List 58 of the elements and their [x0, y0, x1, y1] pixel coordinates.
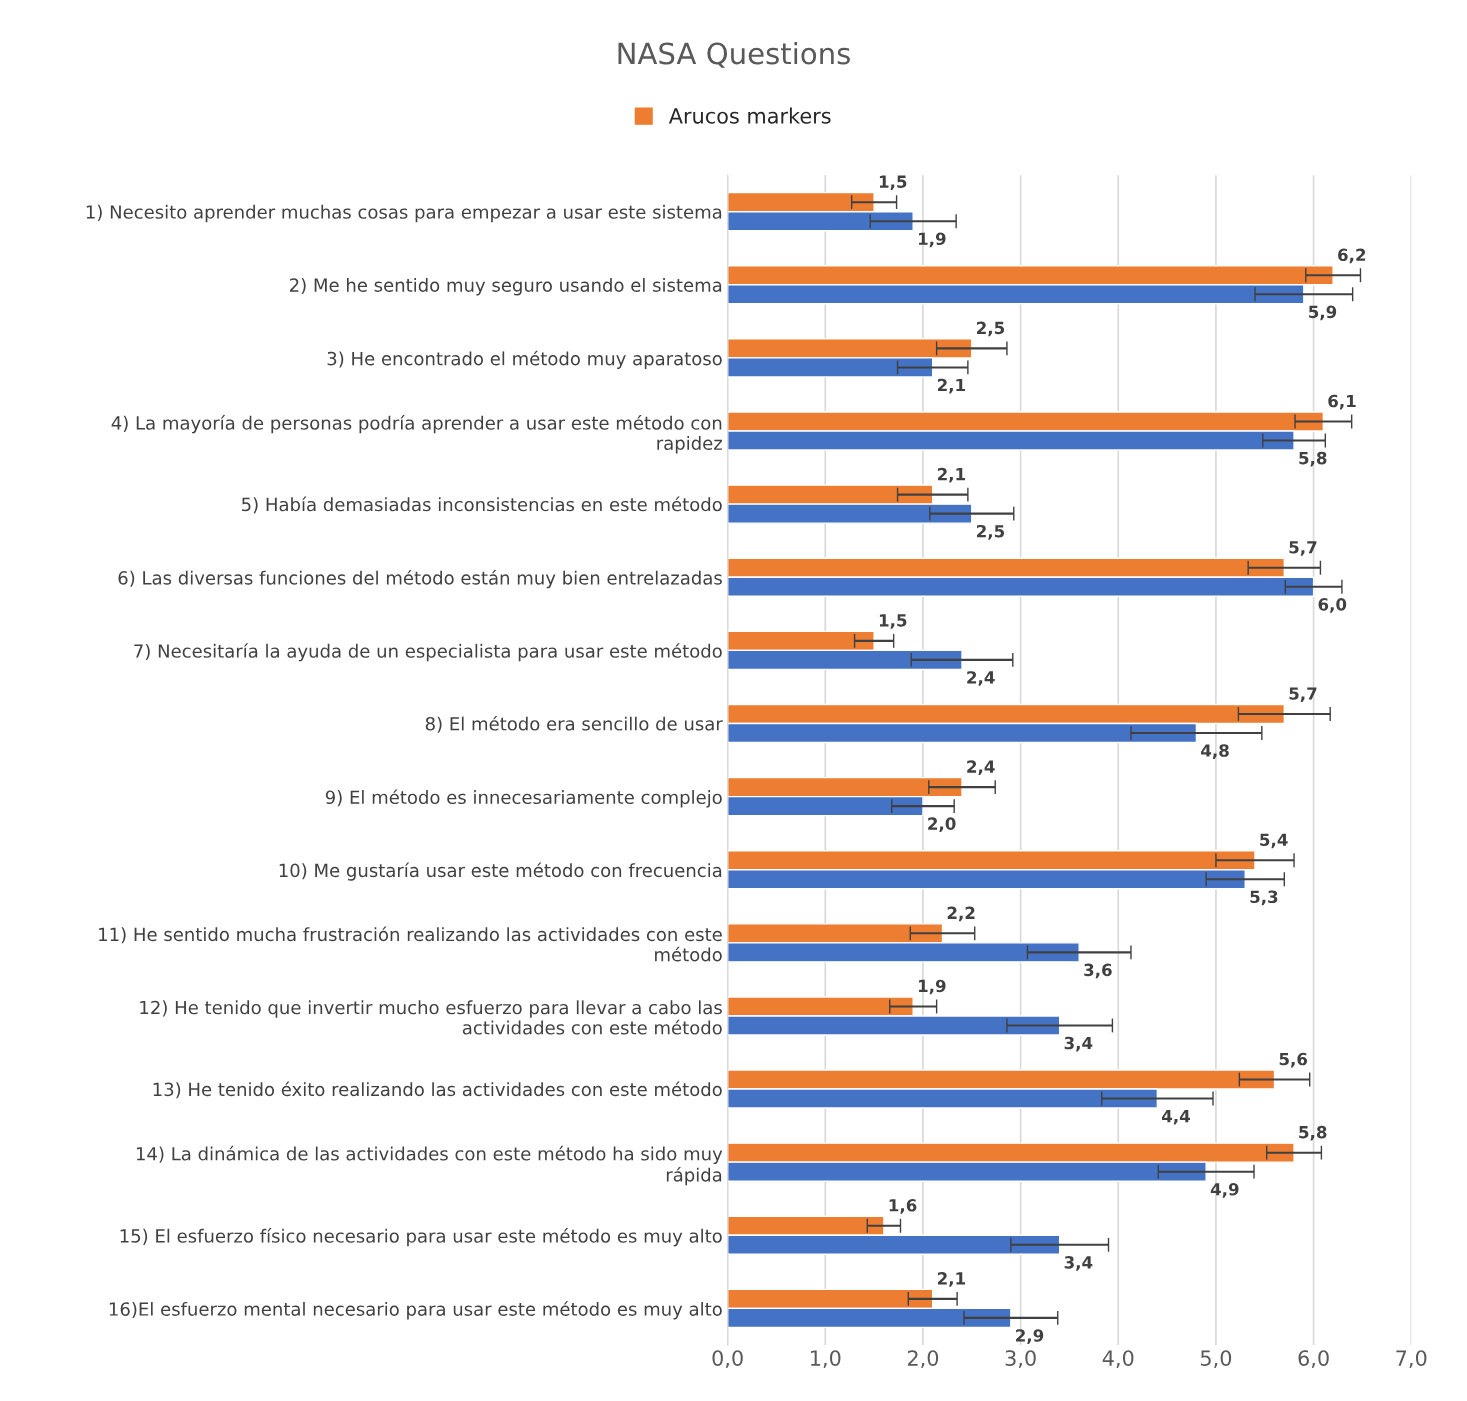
- y-tick-label: 9) El método es innecesariamente complejo: [325, 789, 722, 808]
- data-label: 6,2: [1338, 248, 1366, 264]
- data-label: 5,8: [1299, 1125, 1327, 1141]
- data-label: 2,9: [1016, 1329, 1044, 1344]
- data-label: 1,5: [879, 175, 907, 191]
- data-label: 5,9: [1309, 305, 1337, 321]
- data-label: 2,1: [937, 467, 965, 483]
- data-label: 2,0: [928, 817, 956, 833]
- data-label: 3,4: [1064, 1036, 1093, 1052]
- y-tick-label: 5) Había demasiadas inconsistencias en este método: [242, 496, 722, 514]
- data-label: 5,6: [1279, 1052, 1308, 1068]
- data-label: 5,4: [1260, 833, 1288, 849]
- x-tick-label: 2,0: [907, 1350, 939, 1369]
- data-label: 5,7: [1289, 687, 1317, 702]
- data-label: 2,1: [937, 1272, 965, 1287]
- data-label: 2,2: [947, 906, 975, 922]
- y-tick-label: 14) La dinámica de las actividades con este método ha sido muy rápida: [136, 1145, 723, 1186]
- x-tick-label: 5,0: [1200, 1350, 1232, 1369]
- data-label: 2,5: [977, 524, 1005, 540]
- data-label: 4,4: [1161, 1110, 1190, 1125]
- chart-title: NASA Questions: [618, 41, 850, 68]
- y-tick-label: 11) He sentido mucha frustración realizando las actividades con este método: [99, 926, 722, 962]
- data-label: 3,4: [1064, 1256, 1093, 1271]
- data-label: 1,9: [918, 232, 946, 248]
- data-label: 1,5: [879, 614, 907, 629]
- y-tick-label: 6) Las diversas funciones del método están muy bien entrelazadas: [118, 570, 722, 589]
- y-tick-label: 12) He tenido que invertir mucho esfuerzo para llevar a cabo las actividades con este método: [140, 1000, 722, 1035]
- data-label: 6,1: [1328, 394, 1356, 410]
- data-label: 1,6: [889, 1199, 917, 1214]
- legend-label: Arucos markers: [668, 107, 831, 124]
- y-tick-label: 15) El esfuerzo físico necesario para usar este método es muy alto: [120, 1228, 722, 1247]
- y-tick-label: 7) Necesitaría la ayuda de un especialista para usar este método: [134, 643, 722, 662]
- x-tick-label: 3,0: [1005, 1350, 1036, 1369]
- data-label: 5,7: [1289, 541, 1317, 556]
- data-label: 2,1: [937, 378, 965, 394]
- data-label: 2,4: [967, 671, 995, 686]
- y-tick-label: 10) Me gustaría usar este método con frecuencia: [279, 862, 722, 881]
- y-tick-label: 4) La mayoría de personas podría aprender a usar este método con rapidez: [111, 415, 722, 454]
- data-label: 5,3: [1250, 890, 1278, 906]
- data-label: 2,5: [977, 321, 1005, 337]
- y-tick-label: 3) He encontrado el método muy aparatoso: [327, 350, 722, 369]
- x-tick-label: 4,0: [1102, 1350, 1134, 1369]
- y-tick-label: 13) He tenido éxito realizando las actividades con este método: [153, 1081, 722, 1099]
- y-tick-label: 1) Necesito aprender muchas cosas para empezar a usar este sistema: [86, 204, 722, 223]
- data-label: 4,8: [1201, 744, 1229, 759]
- data-label: 4,9: [1210, 1182, 1239, 1198]
- x-tick-label: 6,0: [1298, 1350, 1329, 1369]
- data-label: 5,8: [1299, 451, 1327, 467]
- data-label: 3,6: [1084, 963, 1112, 979]
- y-tick-label: 8) El método era sencillo de usar: [425, 715, 723, 733]
- data-label: 1,9: [918, 979, 946, 995]
- y-tick-label: 16)El esfuerzo mental necesario para usar este método es muy alto: [109, 1301, 722, 1320]
- x-tick-label: 1,0: [811, 1350, 841, 1369]
- y-tick-label: 2) Me he sentido muy seguro usando el sistema: [289, 277, 722, 296]
- x-tick-label: 7,0: [1396, 1350, 1427, 1369]
- x-tick-label: 0,0: [712, 1350, 743, 1369]
- data-label: 6,0: [1318, 598, 1347, 613]
- data-label: 2,4: [967, 760, 995, 776]
